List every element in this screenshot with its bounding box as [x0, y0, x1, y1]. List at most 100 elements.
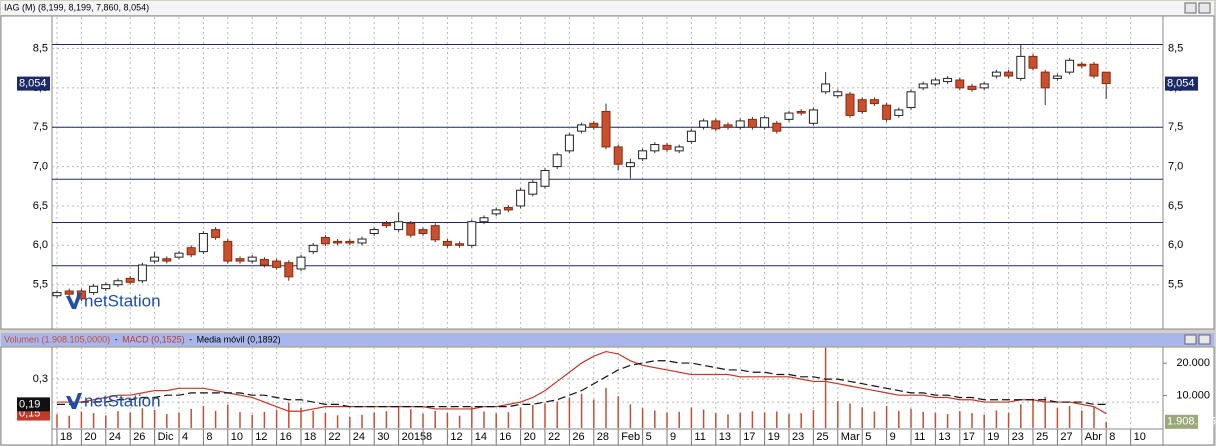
- candle-body: [150, 256, 160, 262]
- candle-body: [491, 209, 501, 215]
- candle-body: [125, 277, 135, 283]
- volume-bar: [617, 396, 619, 428]
- y-tick-label: 7,0: [1168, 161, 1183, 173]
- candle-body: [662, 144, 672, 150]
- x-tick-label: 2015: [402, 431, 426, 443]
- volume-bar: [922, 411, 924, 428]
- volume-bar: [507, 412, 510, 428]
- volume-bar: [141, 408, 144, 428]
- candle-body: [113, 280, 123, 286]
- volume-bar: [166, 414, 168, 428]
- x-tick-label: 19: [768, 431, 780, 443]
- x-tick-label: 26: [133, 431, 145, 443]
- candle-body: [1101, 71, 1111, 85]
- candle-body: [455, 243, 465, 246]
- y-tick-label: 7,5: [1168, 121, 1183, 133]
- minimize-button[interactable]: [1184, 2, 1197, 14]
- y-tick-label: 7,5: [33, 121, 48, 133]
- indicator-line: [57, 350, 1107, 415]
- x-tick-label: 17: [743, 431, 755, 443]
- x-tick-label: Dic: [158, 431, 174, 443]
- candle-body: [552, 154, 562, 168]
- volume-bar: [873, 411, 876, 428]
- volume-bar: [446, 412, 449, 428]
- candle-body: [613, 146, 623, 165]
- candle-body: [979, 83, 989, 89]
- volume-bar: [837, 401, 839, 428]
- volume-bar: [1032, 399, 1034, 428]
- volume-bar: [373, 412, 375, 428]
- x-tick-label: 30: [377, 431, 389, 443]
- volume-bar: [885, 405, 888, 428]
- volume-bar: [178, 412, 180, 428]
- candle-body: [833, 91, 843, 97]
- value-badge-label: 8,054: [1167, 78, 1195, 90]
- x-tick-label: Mar: [841, 431, 860, 443]
- candle-body: [577, 124, 587, 132]
- candle-body: [503, 207, 513, 211]
- y2-tick-label: 10.000: [1176, 390, 1210, 402]
- x-tick-label: 18: [304, 431, 316, 443]
- volume-bar: [605, 387, 607, 428]
- candle-body: [723, 124, 733, 128]
- candle-body: [967, 85, 977, 90]
- volume-bar: [129, 412, 131, 428]
- candle-body: [198, 233, 208, 253]
- maximize-button[interactable]: [1198, 2, 1211, 14]
- y-tick-label: 6,5: [33, 200, 48, 212]
- volume-bar: [666, 412, 668, 428]
- value-badge-label: 0,19: [19, 398, 40, 410]
- candle-body: [333, 240, 343, 244]
- x-tick-label: 10: [1134, 431, 1146, 443]
- volume-bar: [751, 411, 754, 428]
- candle-body: [699, 120, 709, 128]
- volume-bar: [471, 406, 473, 428]
- legend-separator: -: [187, 334, 195, 344]
- x-tick-label: 26: [572, 431, 584, 443]
- x-tick-label: 23: [1012, 431, 1024, 443]
- indicator-line: [57, 360, 1107, 408]
- volume-bar: [641, 408, 644, 428]
- candle-body: [796, 110, 806, 114]
- candle-body: [369, 229, 379, 235]
- logo-text: netStation: [84, 291, 161, 310]
- value-badge: [1165, 76, 1198, 91]
- candle-body: [467, 221, 477, 246]
- candle-body: [784, 112, 794, 120]
- x-tick-label: 14: [475, 431, 487, 443]
- candle-body: [394, 221, 404, 231]
- candle-body: [882, 104, 892, 120]
- volume-bar: [983, 414, 985, 428]
- maximize-button[interactable]: [1198, 334, 1211, 345]
- candle-body: [772, 122, 782, 132]
- candle-body: [345, 240, 355, 244]
- volume-bar: [1068, 405, 1071, 428]
- volume-bar: [898, 410, 900, 428]
- x-tick-label: 25: [1036, 431, 1048, 443]
- x-tick-label: 19: [987, 431, 999, 443]
- candle-body: [1089, 63, 1099, 77]
- candle-body: [1016, 55, 1026, 79]
- x-tick-label: 11: [694, 431, 705, 443]
- x-tick-label: 9: [670, 431, 676, 443]
- candle-body: [650, 144, 660, 152]
- volume-bar: [397, 405, 400, 428]
- volume-bar: [763, 412, 766, 428]
- candle-body: [1077, 63, 1087, 67]
- logo-top: netStation: [66, 291, 161, 310]
- volume-bar: [56, 414, 58, 428]
- minimize-button[interactable]: [1184, 334, 1197, 345]
- candle-body: [564, 134, 574, 152]
- y-tick-label: 0,3: [33, 373, 48, 385]
- title-bar: [1, 1, 1214, 15]
- volume-bar: [458, 415, 461, 428]
- value-badge-label: 1.908.105: [1167, 416, 1216, 428]
- volume-bar: [336, 415, 339, 428]
- x-tick-label: 5: [865, 431, 871, 443]
- volume-bar: [361, 414, 363, 428]
- volume-bar: [788, 414, 790, 428]
- candle-body: [686, 130, 696, 142]
- candle-body: [601, 110, 611, 148]
- volume-bar: [275, 409, 278, 428]
- candle-body: [930, 79, 940, 85]
